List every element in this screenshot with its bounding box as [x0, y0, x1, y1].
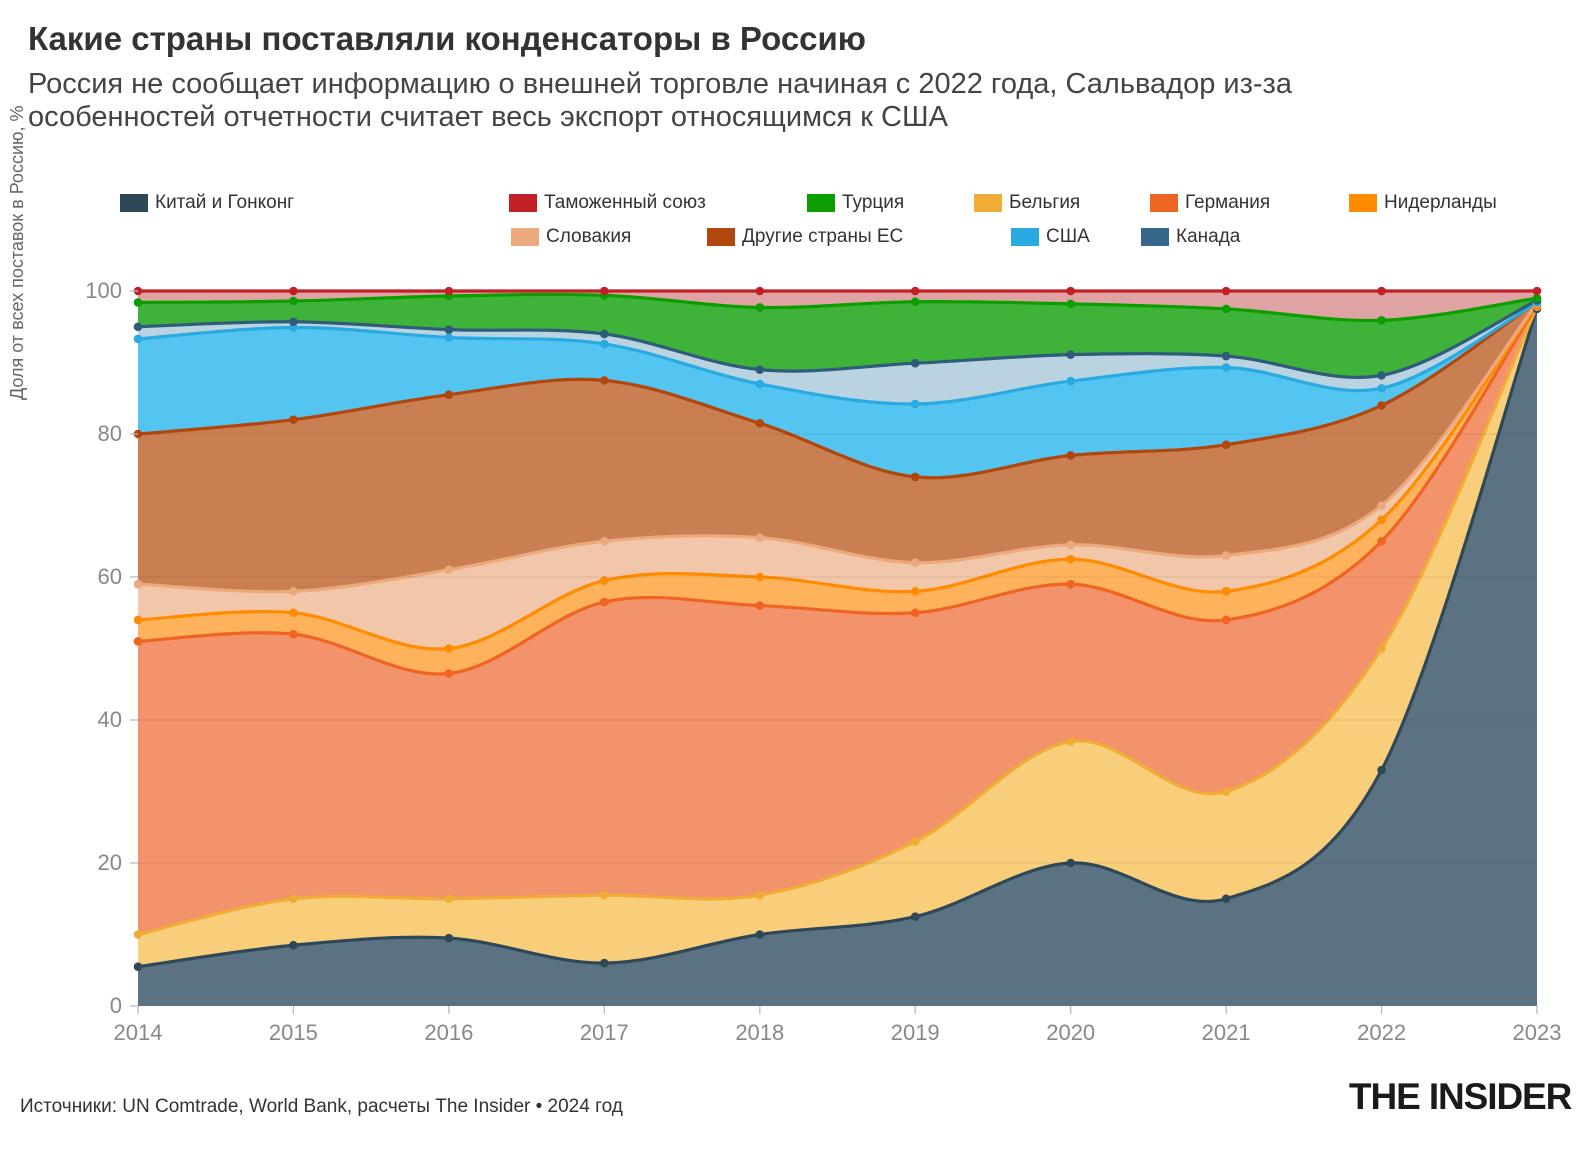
- svg-text:0: 0: [110, 993, 122, 1018]
- svg-text:80: 80: [98, 421, 122, 446]
- svg-text:2020: 2020: [1046, 1020, 1095, 1045]
- svg-text:2023: 2023: [1513, 1020, 1562, 1045]
- svg-text:20: 20: [98, 850, 122, 875]
- svg-text:2022: 2022: [1357, 1020, 1406, 1045]
- svg-text:60: 60: [98, 564, 122, 589]
- svg-text:2018: 2018: [735, 1020, 784, 1045]
- svg-text:2016: 2016: [424, 1020, 473, 1045]
- svg-text:2017: 2017: [580, 1020, 629, 1045]
- svg-text:2021: 2021: [1202, 1020, 1251, 1045]
- svg-text:100: 100: [85, 278, 122, 303]
- svg-text:2019: 2019: [891, 1020, 940, 1045]
- svg-text:2015: 2015: [269, 1020, 318, 1045]
- svg-text:2014: 2014: [114, 1020, 163, 1045]
- svg-text:40: 40: [98, 707, 122, 732]
